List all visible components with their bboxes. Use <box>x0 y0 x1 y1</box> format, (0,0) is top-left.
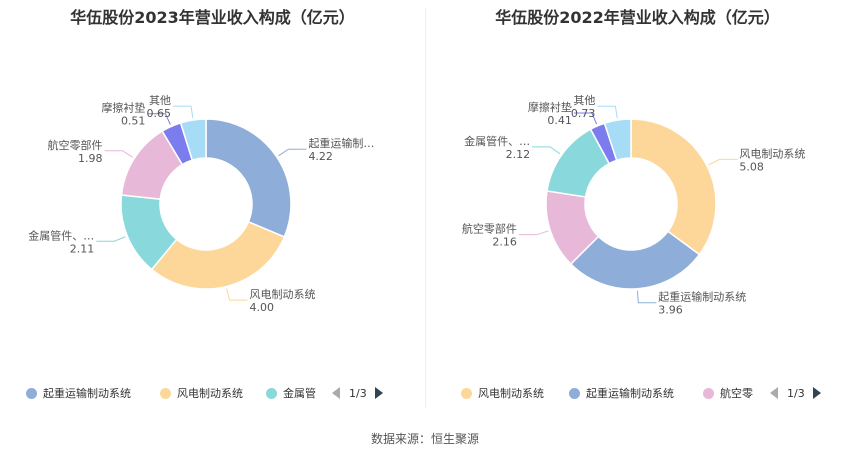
pie-slice[interactable] <box>150 220 286 290</box>
slice-label: 起重运输制… <box>308 136 374 150</box>
pie-slice[interactable] <box>569 230 701 290</box>
legend-item-1[interactable]: 风电制动系统 <box>461 384 544 402</box>
legend-label: 起重运输制动系统 <box>43 387 131 400</box>
slice-leader-line <box>636 290 657 304</box>
legend-item-3[interactable]: 航空零 <box>703 384 753 402</box>
slice-leader-line <box>226 288 248 301</box>
slice-label: 航空零部件 <box>462 222 517 236</box>
slice-value-label: 0.51 <box>121 115 146 128</box>
chart-panel-2023: 华伍股份2023年营业收入构成（亿元） 起重运输制… 4.22 风电制动系统 4.00… <box>0 0 425 420</box>
legend-dot <box>266 387 277 399</box>
slice-value-label: 4.22 <box>308 150 333 163</box>
legend-dot <box>703 387 714 399</box>
slice-value-label: 0.65 <box>147 107 172 120</box>
legend-page-indicator: 1/3 <box>787 386 805 400</box>
slice-leader-line <box>173 105 194 119</box>
legend-item-1[interactable]: 起重运输制动系统 <box>26 384 131 402</box>
legend-item-2[interactable]: 风电制动系统 <box>160 384 243 402</box>
slice-leader-line <box>278 148 307 157</box>
slice-label: 其他 <box>149 94 171 107</box>
slice-value-label: 2.11 <box>70 242 95 255</box>
slice-label: 风电制动系统 <box>250 288 316 301</box>
slice-value-label: 2.16 <box>492 236 517 249</box>
legend-label: 风电制动系统 <box>478 387 544 400</box>
legend-pager-2022: 1/3 <box>770 384 821 402</box>
slice-value-label: 1.98 <box>78 152 103 165</box>
legend-label: 风电制动系统 <box>177 387 243 400</box>
slice-leader-line <box>597 105 618 119</box>
slice-label: 摩擦衬垫 <box>528 100 572 114</box>
next-page-icon[interactable] <box>374 387 383 399</box>
pie-slice[interactable] <box>630 118 717 256</box>
legend-page-indicator: 1/3 <box>349 386 367 400</box>
legend-dot <box>569 387 580 399</box>
slice-leader-line <box>104 150 133 158</box>
legend-dot <box>26 387 37 399</box>
legend-dot <box>461 387 472 399</box>
legend-2023: 起重运输制动系统 风电制动系统 金属管 1/3 <box>0 384 425 402</box>
slice-label: 航空零部件 <box>48 138 103 152</box>
slice-label: 金属管件、… <box>464 134 530 148</box>
slice-leader-line <box>147 113 171 125</box>
slice-label: 金属管件、… <box>28 228 94 242</box>
next-page-icon[interactable] <box>812 387 821 399</box>
chart-title-2023: 华伍股份2023年营业收入构成（亿元） <box>70 8 355 27</box>
pie-slice[interactable] <box>603 118 632 162</box>
slice-leader-line <box>708 158 738 166</box>
legend-dot <box>160 387 171 399</box>
slice-leader-line <box>96 236 126 242</box>
slice-value-label: 5.08 <box>739 160 764 173</box>
legend-item-2[interactable]: 起重运输制动系统 <box>569 384 674 402</box>
slice-leader-line <box>532 146 561 155</box>
panel-divider <box>425 8 426 408</box>
chart-title-2022: 华伍股份2022年营业收入构成（亿元） <box>495 8 780 27</box>
legend-label: 起重运输制动系统 <box>586 387 674 400</box>
legend-label: 航空零 <box>720 387 753 400</box>
slice-leader-line <box>573 112 598 125</box>
slice-label: 其他 <box>573 94 595 107</box>
previous-page-icon[interactable] <box>770 387 778 399</box>
slice-label: 风电制动系统 <box>739 147 805 160</box>
slice-value-label: 0.41 <box>547 114 572 127</box>
slice-value-label: 3.96 <box>658 304 683 317</box>
legend-2022: 风电制动系统 起重运输制动系统 航空零 1/3 <box>425 384 850 402</box>
previous-page-icon[interactable] <box>332 387 340 399</box>
slice-value-label: 0.73 <box>571 107 596 120</box>
pie-slice[interactable] <box>179 118 207 162</box>
chart-panel-2022: 华伍股份2022年营业收入构成（亿元） 风电制动系统 5.08 起重运输制动系统 3.… <box>425 0 850 420</box>
pie-slice[interactable] <box>205 118 292 238</box>
slice-value-label: 2.12 <box>506 148 530 161</box>
legend-item-3[interactable]: 金属管 <box>266 384 316 402</box>
legend-pager-2023: 1/3 <box>332 384 383 402</box>
slice-leader-line <box>518 230 549 236</box>
slice-value-label: 4.00 <box>250 301 275 314</box>
data-source-note: 数据来源：恒生聚源 <box>370 432 479 446</box>
legend-label: 金属管 <box>283 387 316 400</box>
slice-label: 摩擦衬垫 <box>101 101 145 115</box>
slice-label: 起重运输制动系统 <box>658 290 746 304</box>
